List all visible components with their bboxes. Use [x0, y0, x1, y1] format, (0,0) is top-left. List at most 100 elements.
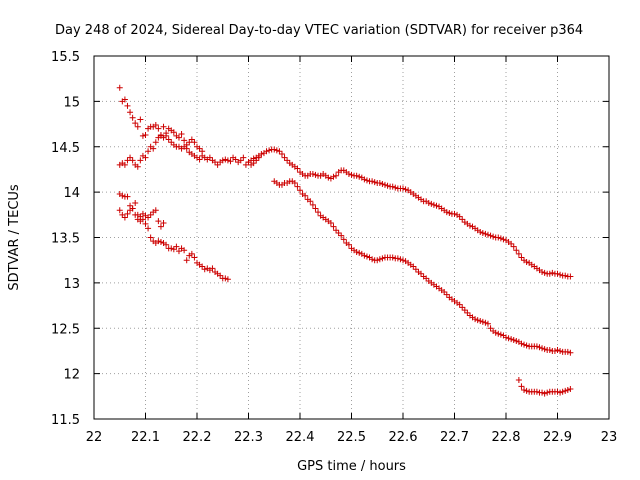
data-point — [567, 386, 574, 393]
series-sat-F — [271, 178, 574, 356]
data-point — [503, 334, 509, 341]
data-point — [188, 136, 195, 143]
data-point — [116, 84, 123, 91]
data-point — [371, 179, 378, 186]
data-point — [521, 341, 528, 348]
data-point — [521, 386, 528, 393]
data-point — [392, 184, 399, 191]
data-point — [168, 139, 175, 146]
data-point — [338, 232, 345, 239]
data-point — [369, 178, 376, 185]
data-point — [145, 225, 152, 232]
data-point — [369, 256, 376, 263]
x-tick-label: 22 — [86, 430, 103, 445]
data-point — [497, 235, 504, 242]
data-point — [539, 268, 546, 275]
data-point — [515, 250, 522, 257]
data-point — [557, 271, 564, 278]
data-point — [124, 102, 131, 109]
data-point — [309, 170, 316, 177]
data-point — [119, 211, 126, 218]
data-point — [152, 207, 159, 214]
data-point — [165, 136, 172, 143]
x-axis-label: GPS time / hours — [297, 459, 406, 474]
data-point — [224, 157, 231, 164]
data-point — [490, 233, 497, 240]
data-point — [425, 200, 432, 207]
x-tick-label: 22.1 — [131, 430, 160, 445]
data-point — [456, 301, 463, 308]
data-point — [242, 161, 249, 168]
data-point — [459, 216, 466, 223]
series-sat-E — [245, 146, 574, 280]
data-point — [356, 249, 363, 256]
data-point — [294, 183, 301, 190]
series-sat-A — [116, 84, 262, 168]
data-point — [201, 266, 208, 273]
data-point — [443, 209, 450, 216]
data-point — [513, 247, 520, 254]
y-axis-label: SDTVAR / TECUs — [7, 184, 22, 291]
data-point — [389, 254, 396, 261]
data-point — [294, 165, 301, 172]
y-tick-label: 12.5 — [51, 322, 80, 337]
data-point — [518, 254, 525, 261]
data-point — [546, 270, 553, 277]
data-point — [536, 344, 543, 351]
data-point — [430, 201, 437, 208]
data-point — [276, 148, 283, 155]
data-point — [379, 180, 386, 187]
data-point — [523, 342, 530, 349]
x-tick-label: 22.6 — [389, 430, 418, 445]
data-point — [139, 216, 146, 223]
data-point — [173, 243, 180, 250]
data-point — [124, 210, 131, 217]
data-point — [546, 347, 553, 354]
data-point — [124, 193, 131, 200]
data-point — [461, 307, 468, 314]
data-point — [147, 234, 154, 241]
data-point — [263, 148, 270, 155]
data-point — [348, 171, 355, 178]
data-point — [129, 157, 136, 164]
data-point — [361, 176, 368, 183]
data-point — [381, 181, 388, 188]
data-point — [237, 157, 244, 164]
data-point — [495, 234, 502, 241]
data-point — [302, 192, 309, 199]
data-point — [250, 155, 257, 162]
data-point — [410, 263, 417, 270]
data-point — [152, 139, 159, 146]
data-point — [567, 273, 574, 280]
data-point — [345, 170, 352, 177]
data-point — [564, 386, 571, 393]
data-point — [389, 183, 396, 190]
data-point — [510, 243, 517, 250]
data-point — [155, 218, 162, 225]
data-point — [564, 348, 571, 355]
data-point — [160, 123, 167, 130]
data-point — [456, 213, 463, 220]
data-point — [513, 337, 520, 344]
data-point — [227, 158, 234, 165]
data-point — [209, 265, 216, 272]
data-point — [500, 236, 507, 243]
data-point — [379, 255, 386, 262]
data-point — [217, 272, 224, 279]
data-point — [492, 329, 499, 336]
data-point — [142, 131, 149, 138]
series-sat-G — [515, 376, 574, 397]
data-point — [119, 192, 126, 199]
y-tick-label: 14.5 — [51, 141, 80, 156]
data-point — [544, 389, 551, 396]
data-point — [291, 180, 298, 187]
series-sat-D — [116, 205, 231, 283]
data-point — [163, 132, 170, 139]
chart-title: Day 248 of 2024, Sidereal Day-to-day VTE… — [55, 23, 583, 38]
data-point — [418, 270, 425, 277]
data-point — [330, 173, 337, 180]
data-point — [433, 202, 440, 209]
data-point — [477, 229, 484, 236]
data-point — [523, 387, 530, 394]
